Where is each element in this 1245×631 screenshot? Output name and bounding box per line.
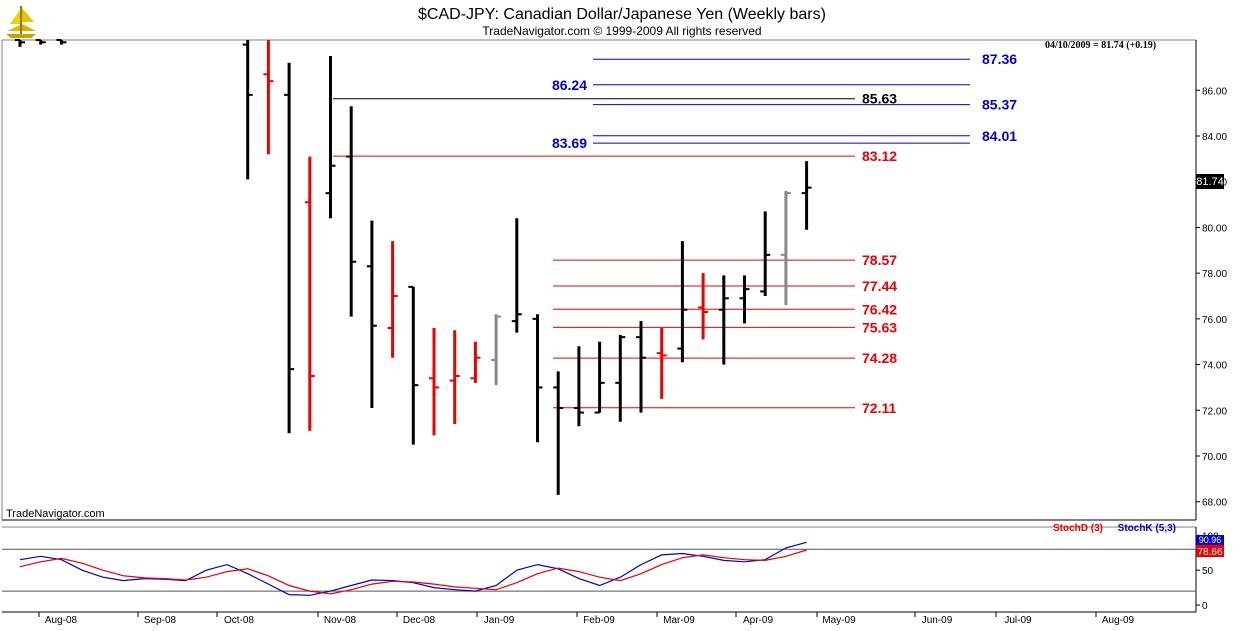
ohlc-bar	[594, 341, 605, 414]
level-label: 75.63	[862, 319, 897, 335]
ohlc-bar	[677, 241, 688, 363]
level-label: 84.01	[982, 128, 1017, 144]
date-tick-label: Jul-09	[1004, 615, 1032, 626]
date-axis: Aug-08 Sep-08 Oct-08 Nov-08 Dec-08 Jan-09 Feb-…	[38, 612, 1135, 626]
ohlc-bar	[263, 40, 274, 155]
ohlc-bar	[511, 218, 522, 333]
price-tick-label: 76.00	[1202, 315, 1227, 326]
ohlc-bar	[429, 328, 439, 436]
date-tick-label: Sep-08	[144, 615, 177, 626]
level-label: 86.24	[552, 77, 587, 93]
stoch-tick-label: 50	[1202, 566, 1214, 577]
price-tick-label: 74.00	[1202, 361, 1227, 372]
chart-title: $CAD-JPY: Canadian Dollar/Japanese Yen (…	[418, 6, 826, 23]
date-tick-label: Jan-09	[484, 615, 515, 626]
level-label: 77.44	[862, 278, 897, 294]
level-label: 74.28	[862, 350, 897, 366]
level-label: 85.37	[982, 97, 1017, 113]
price-tick-label: 72.00	[1202, 406, 1227, 417]
ohlc-bar	[470, 341, 481, 383]
price-tick-label: 84.00	[1202, 132, 1227, 143]
level-label: 87.36	[982, 51, 1017, 67]
date-tick-label: Mar-09	[663, 615, 695, 626]
navigator-ship-icon	[6, 6, 36, 38]
ohlc-bar	[760, 211, 771, 296]
ohlc-bar	[325, 56, 336, 219]
ohlc-bar	[284, 62, 295, 434]
stochastic-last-values: 90.96 78.66	[1196, 535, 1224, 558]
date-tick-label: Dec-08	[403, 615, 436, 626]
date-tick-label: Nov-08	[324, 615, 357, 626]
stochastic-axis: 050100	[2, 531, 1219, 612]
stoch-d-last-value: 78.66	[1197, 547, 1222, 558]
ohlc-bar	[449, 330, 460, 424]
ohlc-bar	[387, 241, 398, 358]
price-tick-label: 86.00	[1202, 86, 1227, 97]
stoch-series-line	[19, 541, 807, 596]
stoch-k-last-value: 90.96	[1199, 535, 1222, 545]
ohlc-bar	[739, 275, 750, 324]
ohlc-bar	[408, 285, 419, 445]
legend-stoch-k: StochK (5,3)	[1118, 523, 1176, 534]
last-price-marker: 81.74	[1196, 174, 1224, 189]
date-tick-label: Aug-08	[45, 615, 78, 626]
stochastic-lines	[19, 541, 807, 596]
level-label: 76.42	[862, 301, 897, 317]
date-tick-label: Apr-09	[743, 615, 773, 626]
price-tick-label: 80.00	[1202, 223, 1227, 234]
ohlc-bar	[780, 190, 791, 306]
ohlc-bar	[801, 161, 812, 230]
level-label: 72.11	[862, 400, 896, 416]
ohlc-bar	[532, 314, 543, 443]
legend-stoch-d: StochD (3)	[1053, 523, 1103, 534]
level-label: 78.57	[862, 252, 897, 268]
watermark: TradeNavigator.com	[6, 508, 105, 520]
chart-subtitle: TradeNavigator.com © 1999-2009 All right…	[482, 24, 761, 38]
date-tick-label: Feb-09	[583, 615, 615, 626]
ohlc-bar	[56, 39, 67, 45]
price-tick-label: 68.00	[1202, 498, 1227, 509]
ohlc-bar	[615, 334, 626, 422]
ohlc-bar	[304, 156, 315, 431]
stoch-tick-label: 0	[1202, 601, 1208, 612]
date-tick-label: May-09	[822, 615, 856, 626]
ohlc-bar	[346, 106, 357, 317]
price-tick-label: 70.00	[1202, 452, 1227, 463]
date-tick-label: Jun-09	[922, 615, 953, 626]
ohlc-bar	[636, 321, 646, 413]
level-label: 83.69	[552, 135, 587, 151]
fibonacci-levels: 87.36 86.24 85.63 85.37 84.01 83.69 83.12 78.57…	[333, 51, 1017, 416]
ohlc-bar	[491, 314, 502, 386]
ohlc-bar	[15, 39, 25, 47]
ohlc-bar	[656, 328, 667, 399]
price-tick-label: 78.00	[1202, 269, 1227, 280]
ohlc-bar	[573, 346, 584, 427]
stochastic-panel	[2, 526, 1197, 613]
stoch-series-line	[19, 549, 807, 595]
ohlc-bar	[35, 39, 46, 45]
date-tick-label: Aug-09	[1102, 615, 1135, 626]
level-label: 85.63	[862, 91, 897, 107]
ohlc-bar	[242, 40, 253, 180]
ohlc-bar	[366, 220, 377, 408]
price-bars	[15, 39, 812, 495]
price-panel	[1, 39, 1197, 521]
ohlc-bar	[698, 273, 709, 340]
last-price-label: 81.74	[1196, 176, 1224, 188]
ohlc-bar	[553, 371, 564, 495]
level-label: 83.12	[862, 148, 897, 164]
ohlc-bar	[718, 275, 729, 365]
last-quote: 04/10/2009 = 81.74 (+0.19)	[1045, 40, 1156, 51]
date-tick-label: Oct-08	[224, 615, 254, 626]
price-axis: 68.0070.0072.0074.0076.0078.0080.0082.00…	[1196, 86, 1227, 509]
